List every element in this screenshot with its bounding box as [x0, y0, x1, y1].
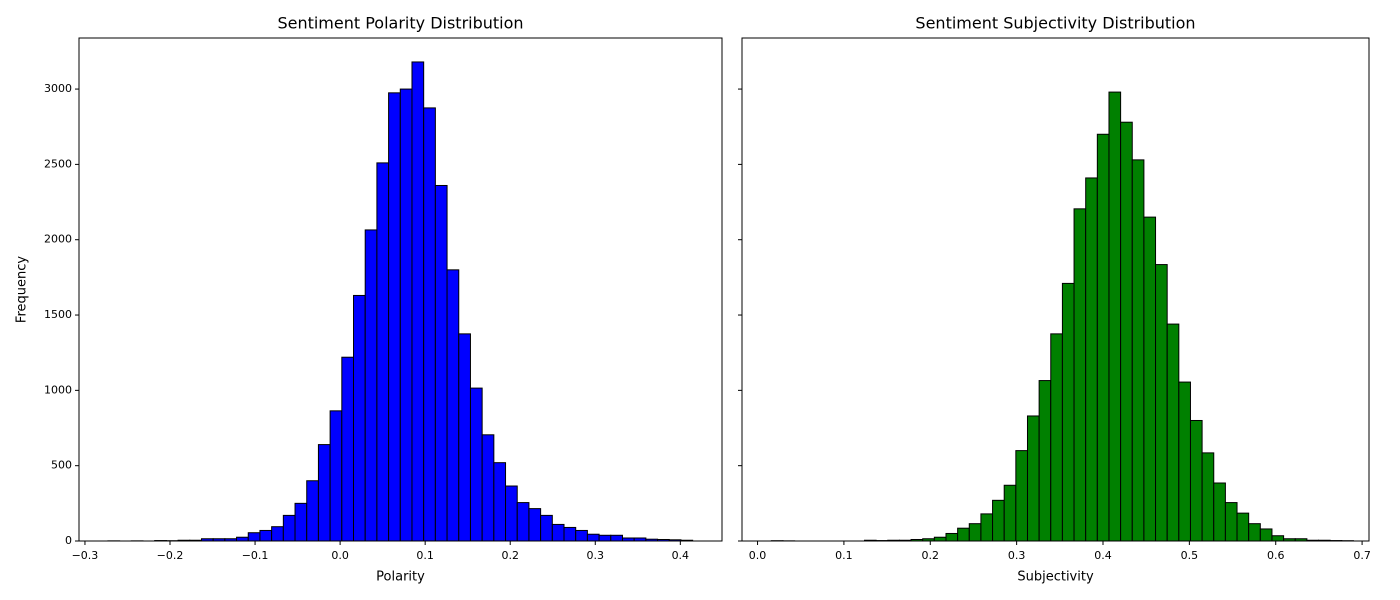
- x-tick-label: −0.2: [157, 549, 184, 562]
- chart-title: Sentiment Subjectivity Distribution: [915, 14, 1195, 33]
- bar: [376, 162, 390, 542]
- x-axis-label: Polarity: [376, 570, 425, 585]
- bar: [247, 532, 261, 542]
- bar: [610, 534, 623, 542]
- y-tick-label: 2000: [44, 233, 72, 246]
- y-tick-label: 1500: [44, 308, 72, 321]
- bar: [259, 529, 273, 542]
- bar: [1085, 177, 1098, 542]
- bar: [945, 532, 959, 542]
- bar: [458, 333, 471, 542]
- bar: [493, 462, 507, 542]
- bar: [399, 88, 413, 542]
- bar: [282, 514, 296, 542]
- bar: [1061, 282, 1075, 542]
- bar: [294, 502, 308, 542]
- y-tick-label: 1000: [44, 383, 72, 396]
- bar: [446, 269, 460, 542]
- bar: [1003, 484, 1017, 542]
- bar: [505, 485, 518, 542]
- x-tick-label: 0.3: [587, 549, 605, 562]
- x-tick-label: 0.2: [501, 549, 519, 562]
- x-tick-label: 0.2: [922, 549, 940, 562]
- bar: [516, 502, 530, 542]
- bar: [388, 92, 401, 542]
- bar: [1096, 133, 1110, 542]
- bar: [1213, 482, 1226, 542]
- bar: [992, 499, 1005, 542]
- bar: [1259, 528, 1273, 542]
- bar: [1143, 216, 1157, 542]
- y-tick-label: 3000: [44, 82, 72, 95]
- x-tick-label: 0.0: [749, 549, 767, 562]
- bar: [1248, 523, 1261, 542]
- x-tick-label: −0.3: [72, 549, 99, 562]
- bar: [586, 533, 600, 542]
- x-tick-label: 0.5: [1181, 549, 1199, 562]
- y-tick-label: 0: [65, 534, 72, 547]
- x-tick-label: 0.1: [835, 549, 853, 562]
- x-tick-label: 0.4: [1094, 549, 1112, 562]
- x-tick-label: 0.0: [331, 549, 349, 562]
- x-tick-label: 0.7: [1353, 549, 1371, 562]
- bar: [1015, 450, 1028, 542]
- bar: [1131, 159, 1145, 542]
- x-tick-label: 0.6: [1267, 549, 1285, 562]
- bar: [563, 526, 577, 542]
- bar: [1236, 512, 1250, 542]
- bar: [968, 523, 982, 542]
- y-tick-label: 2500: [44, 157, 72, 170]
- x-tick-label: 0.4: [672, 549, 690, 562]
- bar: [1166, 323, 1180, 542]
- bar: [317, 444, 331, 542]
- bar: [1224, 502, 1238, 542]
- bar: [1050, 333, 1063, 542]
- bar: [423, 107, 436, 542]
- bar: [598, 534, 612, 542]
- bar: [1108, 91, 1122, 542]
- bar: [980, 513, 994, 542]
- axes-frame: [78, 37, 723, 542]
- bar: [1038, 380, 1052, 542]
- bar: [306, 480, 319, 542]
- bar: [434, 184, 448, 542]
- y-axis-label: Frequency: [15, 256, 30, 323]
- bar: [933, 536, 947, 542]
- bar: [1155, 264, 1168, 542]
- bar: [341, 356, 355, 542]
- bar: [540, 514, 553, 542]
- bar: [575, 529, 588, 542]
- bar: [1201, 452, 1215, 542]
- bar: [481, 434, 495, 542]
- x-tick-label: 0.3: [1008, 549, 1026, 562]
- bar: [1271, 535, 1285, 542]
- bar: [1120, 121, 1133, 542]
- bar: [353, 294, 366, 542]
- bar: [329, 410, 343, 542]
- bar: [364, 229, 378, 542]
- bar: [1189, 419, 1203, 542]
- bar: [236, 536, 249, 542]
- bar: [1026, 415, 1040, 542]
- x-tick-label: 0.1: [416, 549, 434, 562]
- bar: [528, 508, 542, 542]
- bar: [957, 527, 970, 542]
- x-axis-label: Subjectivity: [1017, 570, 1094, 585]
- bar: [469, 387, 483, 542]
- bar: [271, 526, 284, 542]
- bar: [1178, 381, 1191, 542]
- axes-frame: [741, 37, 1370, 542]
- chart-title: Sentiment Polarity Distribution: [277, 14, 523, 33]
- y-tick-label: 500: [51, 459, 72, 472]
- x-tick-label: −0.1: [242, 549, 269, 562]
- bar: [551, 523, 565, 542]
- bar: [411, 61, 425, 542]
- bar: [1073, 208, 1087, 542]
